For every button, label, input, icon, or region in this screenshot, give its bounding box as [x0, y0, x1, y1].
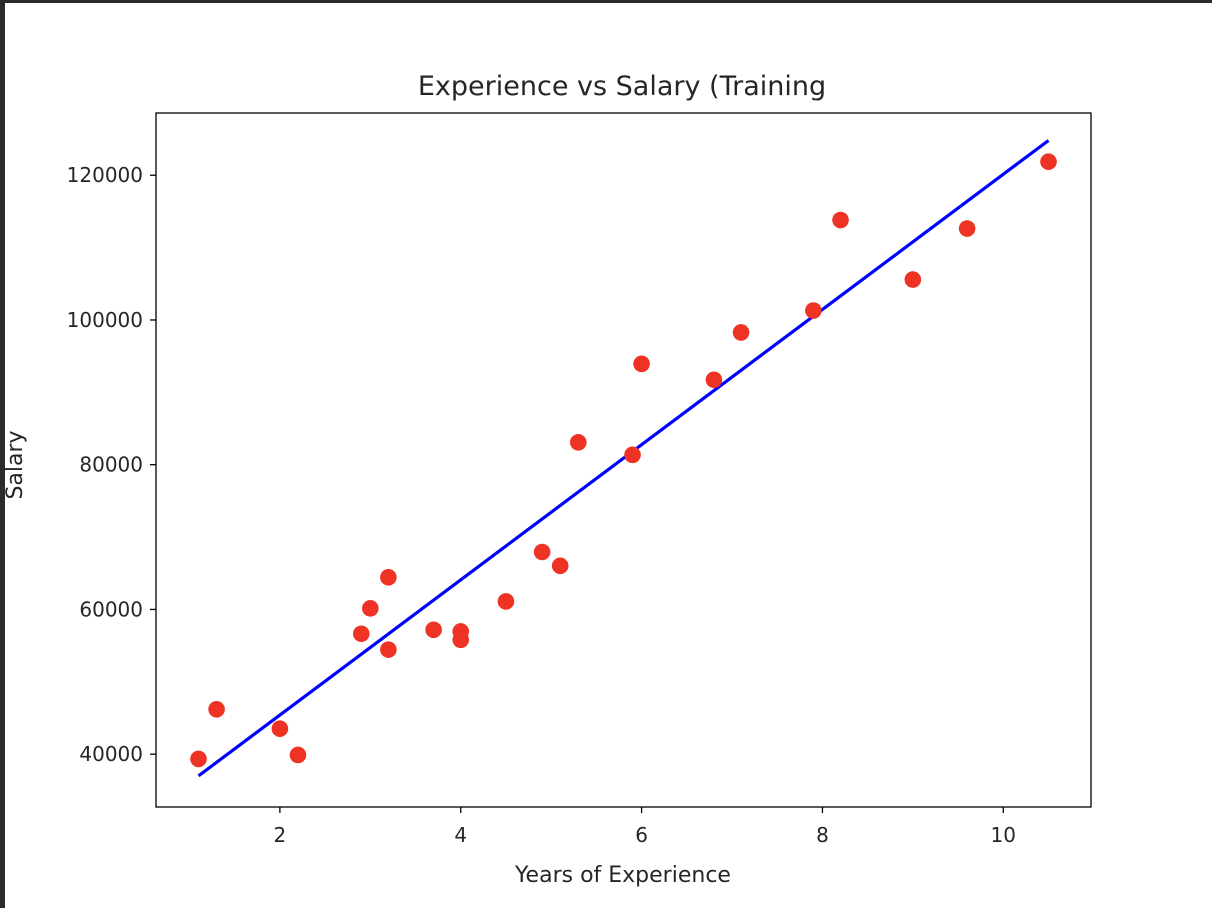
chart-title: Experience vs Salary (Training [418, 71, 826, 102]
scatter-point [624, 446, 641, 464]
scatter-point [732, 324, 750, 341]
scatter-point [190, 750, 207, 768]
scatter-point [271, 720, 289, 737]
scatter-point [958, 220, 976, 237]
y-axis-label: Salary [5, 430, 28, 499]
x-tick-label: 4 [454, 823, 467, 847]
scatter-point [904, 271, 922, 288]
y-tick-label: 120000 [67, 163, 143, 187]
scatter-point [362, 600, 379, 617]
scatter-point [569, 434, 587, 451]
scatter-point [425, 621, 442, 639]
axis-ticks: 2 4 6 8 10 40000 60000 80000 100000 120000 [67, 163, 1016, 847]
scatter-point [208, 700, 225, 718]
y-tick-label: 80000 [79, 453, 143, 477]
scatter-point [380, 641, 397, 658]
x-tick-label: 8 [816, 823, 829, 847]
scatter-point [551, 557, 569, 575]
scatter-point [497, 593, 515, 610]
y-tick-label: 40000 [79, 742, 143, 766]
plot-area [190, 139, 1057, 778]
scatter-point [380, 568, 397, 586]
scatter-point [352, 625, 370, 643]
scatter-point [805, 302, 822, 319]
scatter-point [289, 746, 307, 764]
scatter-point [1040, 153, 1057, 170]
x-tick-label: 2 [274, 823, 287, 847]
scatter-point [705, 371, 723, 389]
scatter-point [452, 631, 470, 649]
scatter-point [633, 355, 650, 373]
axes-frame [155, 112, 1092, 808]
scatter-chart: Experience vs Salary (Training 2 4 6 8 10 400… [5, 71, 1092, 888]
scatter-point [832, 211, 849, 229]
scatter-point [533, 543, 551, 561]
y-tick-label: 60000 [79, 597, 143, 621]
regression-line [197, 139, 1050, 778]
x-axis-label: Years of Experience [514, 863, 731, 888]
y-tick-label: 100000 [67, 308, 143, 332]
x-tick-label: 6 [635, 823, 648, 847]
x-tick-label: 10 [991, 823, 1016, 847]
chart-figure: Experience vs Salary (Training 2 4 6 8 10 400… [5, 3, 1212, 908]
